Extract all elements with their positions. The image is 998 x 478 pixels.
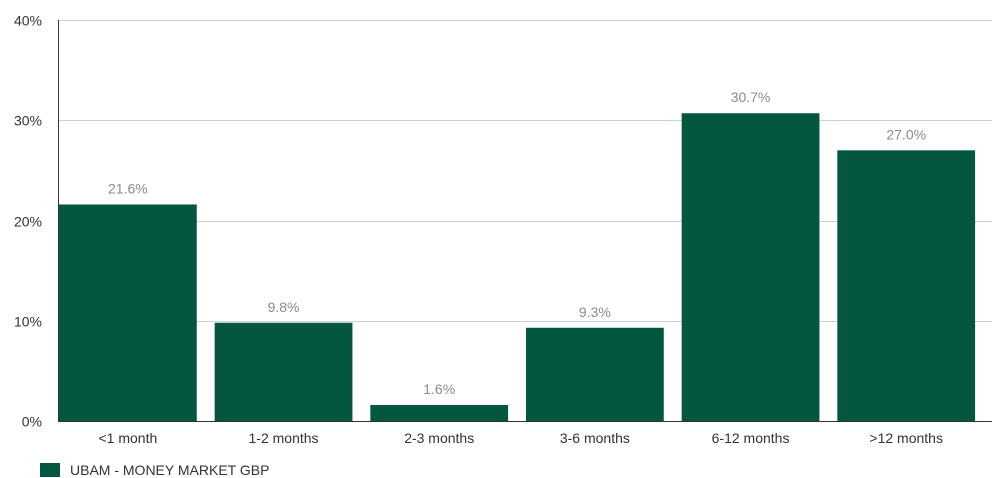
bars (59, 113, 976, 422)
legend-swatch (40, 463, 60, 477)
x-tick-labels: <1 month 1-2 months 2-3 months 3-6 months 6-… (98, 430, 942, 446)
data-labels: 21.6% 9.8% 1.6% 9.3% 30.7% 27.0% (108, 89, 926, 397)
data-label: 1.6% (423, 381, 455, 397)
bar (214, 322, 353, 421)
y-tick-label: 20% (14, 214, 42, 230)
grid-lines (58, 20, 992, 322)
x-tick-label: 3-6 months (560, 430, 630, 446)
y-tick-label: 30% (14, 113, 42, 129)
y-tick-label: 0% (22, 414, 42, 430)
bar (526, 327, 664, 421)
y-tick-labels: 0% 10% 20% 30% 40% (14, 13, 42, 430)
axes (58, 20, 992, 422)
x-tick-label: >12 months (869, 430, 943, 446)
data-label: 30.7% (731, 89, 771, 105)
y-tick-label: 40% (14, 13, 42, 29)
legend-label: UBAM - MONEY MARKET GBP (70, 462, 270, 478)
x-tick-label: 6-12 months (712, 430, 790, 446)
data-label: 21.6% (108, 180, 148, 196)
x-tick-label: <1 month (98, 430, 157, 446)
x-tick-label: 2-3 months (404, 430, 474, 446)
bar (370, 404, 509, 421)
y-tick-label: 10% (14, 314, 42, 330)
data-label: 27.0% (886, 126, 926, 142)
data-label: 9.8% (268, 299, 300, 315)
legend: UBAM - MONEY MARKET GBP (40, 462, 269, 478)
x-tick-label: 1-2 months (249, 430, 319, 446)
bar (681, 113, 820, 422)
data-label: 9.3% (579, 304, 611, 320)
bar (59, 204, 197, 421)
bar (837, 150, 976, 421)
